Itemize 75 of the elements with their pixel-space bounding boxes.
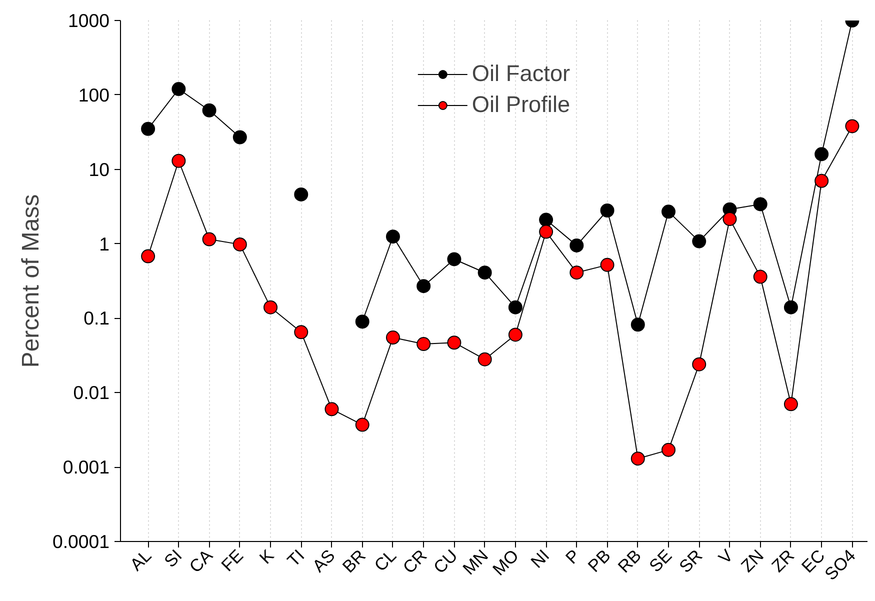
point [264, 300, 278, 314]
x-tick-label: FE [217, 545, 247, 576]
y-tick-label: 0.1 [84, 308, 110, 329]
x-tick-label: ZN [736, 545, 768, 576]
point [232, 130, 247, 144]
point [570, 266, 584, 280]
y-tick-label: 0.001 [62, 456, 110, 478]
point [141, 122, 156, 136]
x-tick-label: PB [584, 545, 614, 576]
y-tick-label: 100 [78, 84, 110, 106]
point [202, 232, 216, 246]
y-tick-label: 0.0001 [52, 531, 110, 552]
point [539, 212, 554, 227]
point [294, 187, 308, 202]
x-tick-label: P [561, 545, 584, 568]
x-tick-label: CU [429, 545, 462, 578]
x-tick-label: SR [675, 545, 706, 577]
point [508, 300, 522, 314]
point [324, 402, 339, 416]
x-tick-label: TI [283, 545, 308, 570]
point [355, 314, 370, 329]
x-tick-label: NI [526, 545, 554, 572]
point [692, 357, 706, 372]
point [692, 234, 706, 248]
point [662, 204, 676, 219]
point [845, 119, 860, 134]
point [416, 337, 431, 352]
point [478, 266, 492, 280]
point [355, 418, 370, 432]
x-tick-label: SI [160, 545, 186, 572]
point [722, 212, 737, 226]
point [814, 174, 829, 188]
point [508, 328, 522, 342]
y-tick-label: 0.01 [73, 382, 110, 404]
point [539, 224, 554, 239]
x-tick-label: AL [126, 545, 156, 575]
y-tick-label: 1 [99, 233, 110, 254]
point [478, 352, 492, 366]
point [202, 103, 216, 118]
point [630, 452, 645, 466]
x-tick-label: BR [338, 545, 370, 577]
point [662, 442, 676, 457]
x-tick-label: CL [370, 545, 400, 576]
legend-label: Oil Factor [472, 60, 570, 87]
point [447, 336, 462, 350]
point [600, 258, 614, 272]
point [416, 279, 431, 294]
point [630, 318, 645, 332]
y-tick-label: 10 [88, 158, 110, 180]
x-tick-label: SE [645, 545, 676, 576]
x-tick-label: CR [398, 545, 431, 578]
point [753, 197, 768, 212]
point [814, 147, 829, 162]
point [784, 300, 798, 314]
y-axis-title: Percent of Mass [17, 194, 44, 368]
point [784, 397, 798, 412]
x-tick-label: RB [614, 545, 645, 577]
point [447, 252, 462, 266]
point [232, 237, 247, 252]
point [172, 154, 186, 168]
point [386, 230, 400, 244]
point [386, 330, 400, 345]
point [753, 270, 768, 284]
x-tick-label: AS [308, 545, 339, 576]
x-tick-label: ZR [768, 545, 798, 576]
legend-label: Oil Profile [472, 91, 570, 118]
y-tick-label: 1000 [68, 10, 110, 31]
point [570, 238, 584, 252]
x-tick-label: K [255, 545, 278, 568]
point [172, 82, 186, 96]
x-tick-label: CA [185, 545, 217, 577]
point [294, 325, 308, 340]
point [600, 204, 614, 218]
point [141, 249, 156, 264]
x-tick-label: V [714, 545, 738, 568]
